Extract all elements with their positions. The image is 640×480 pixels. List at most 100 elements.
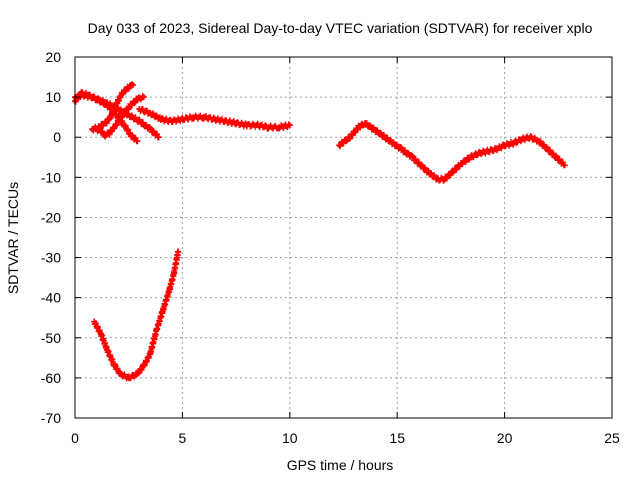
y-tick-label: -40 (41, 290, 61, 306)
data-point (355, 124, 362, 131)
data-point (493, 146, 500, 153)
y-tick-label: 0 (53, 129, 61, 145)
series-arc-g (336, 120, 568, 184)
data-point (97, 330, 104, 337)
data-point (91, 318, 98, 325)
data-point (134, 96, 141, 103)
data-point (102, 132, 109, 139)
data-point (123, 86, 130, 93)
series-arc-c (89, 81, 136, 134)
data-point (119, 112, 126, 119)
x-tick-label: 0 (71, 430, 79, 446)
data-point (147, 110, 154, 117)
data-point (441, 176, 448, 183)
data-point (106, 130, 113, 137)
data-point (121, 122, 128, 129)
y-tick-label: -30 (41, 250, 61, 266)
data-point (112, 122, 119, 129)
data-point (102, 120, 109, 127)
y-tick-label: -10 (41, 169, 61, 185)
data-point (114, 98, 121, 105)
data-point (475, 150, 482, 157)
data-point (125, 112, 132, 119)
data-point (510, 140, 517, 147)
data-point (117, 370, 124, 377)
data-point (190, 114, 197, 121)
data-point (155, 134, 162, 141)
data-point (276, 124, 283, 131)
data-point (106, 104, 113, 111)
y-tick-label: -70 (41, 410, 61, 426)
data-point (134, 370, 141, 377)
series-band (91, 249, 181, 382)
data-point (361, 120, 368, 127)
data-point (175, 248, 182, 255)
data-point (125, 374, 132, 381)
data-point (501, 142, 508, 149)
data-point (233, 120, 240, 127)
grid-layer (75, 57, 612, 418)
x-tick-label: 15 (389, 430, 405, 446)
series-arc-d (93, 92, 147, 140)
data-point (125, 104, 132, 111)
data-point (119, 90, 126, 97)
data-point (136, 118, 143, 125)
x-tick-label: 25 (604, 430, 620, 446)
x-tick-label: 20 (497, 430, 513, 446)
data-point (346, 134, 353, 141)
data-point (426, 170, 433, 177)
data-point (147, 350, 154, 357)
data-point (170, 270, 177, 277)
ticks-layer: 0 5 10 15 20 25 -70 -60 -50 -40 -30 -20 -10 0 10 20 (41, 49, 620, 446)
data-point (389, 140, 396, 147)
data-point (450, 168, 457, 175)
data-point (157, 116, 164, 123)
data-point (435, 176, 442, 183)
data-point (254, 122, 261, 129)
data-point (106, 116, 113, 123)
data-point (379, 132, 386, 139)
data-point (561, 162, 568, 169)
data-point (140, 94, 147, 101)
data-point (129, 82, 136, 89)
data-point (211, 116, 218, 123)
data-point (535, 138, 542, 145)
data-point (484, 148, 491, 155)
data-point (265, 124, 272, 131)
data-point (140, 362, 147, 369)
data-point (370, 126, 377, 133)
data-point (166, 286, 173, 293)
data-point (398, 146, 405, 153)
data-point (518, 136, 525, 143)
data-point (417, 162, 424, 169)
data-point (97, 128, 104, 135)
data-point (544, 146, 551, 153)
data-point (104, 346, 111, 353)
data-point (467, 154, 474, 161)
plot-border (74, 56, 613, 419)
data-point (147, 126, 154, 133)
data-point (127, 132, 134, 139)
y-tick-label: -20 (41, 209, 61, 225)
data-point (179, 116, 186, 123)
data-point (527, 134, 534, 141)
data-point (200, 114, 207, 121)
marks-layer (72, 81, 568, 382)
data-point (222, 118, 229, 125)
data-point (136, 106, 143, 113)
y-axis-title: SDTVAR / TECUs (5, 182, 21, 294)
chart-title: Day 033 of 2023, Sidereal Day-to-day VTE… (88, 20, 593, 36)
data-point (153, 326, 160, 333)
data-point (80, 92, 87, 99)
y-tick-label: 10 (45, 89, 61, 105)
data-point (93, 126, 100, 133)
data-point (110, 360, 117, 367)
data-point (89, 94, 96, 101)
data-point (458, 160, 465, 167)
data-point (97, 98, 104, 105)
data-point (134, 138, 141, 145)
series-arc-e (136, 105, 293, 132)
data-point (336, 142, 343, 149)
x-tick-label: 10 (282, 430, 298, 446)
x-tick-label: 5 (179, 430, 187, 446)
